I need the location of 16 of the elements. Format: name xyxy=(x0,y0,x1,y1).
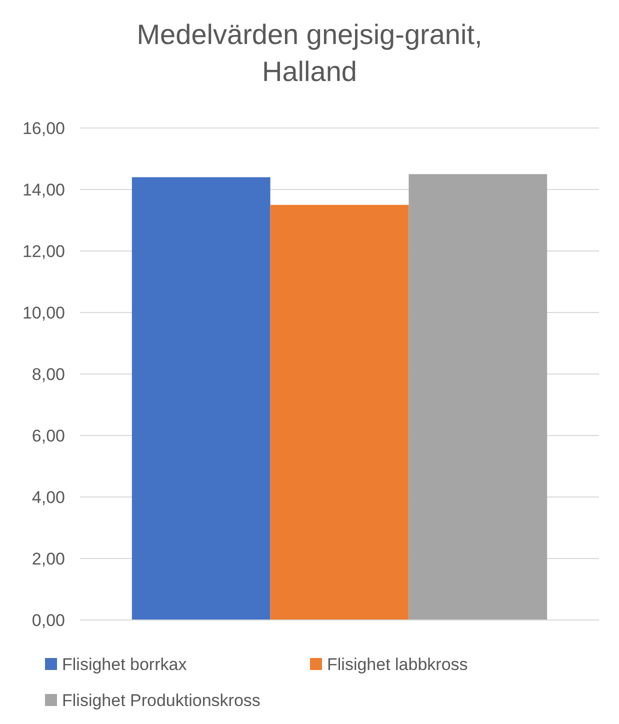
bar xyxy=(132,177,270,620)
y-tick-label: 8,00 xyxy=(32,364,65,384)
chart-title: Medelvärden gnejsig-granit, Halland xyxy=(136,19,482,87)
y-tick-label: 6,00 xyxy=(32,426,65,446)
y-tick-label: 14,00 xyxy=(22,180,65,200)
y-tick-label: 0,00 xyxy=(32,610,65,630)
y-tick-label: 4,00 xyxy=(32,488,65,507)
y-tick-label: 2,00 xyxy=(32,549,65,568)
legend-label: Flisighet labbkross xyxy=(327,654,468,674)
y-tick-label: 10,00 xyxy=(22,303,65,322)
legend-label: Flisighet Produktionskross xyxy=(62,690,260,710)
y-tick-label: 16,00 xyxy=(22,118,65,138)
y-tick-label: 12,00 xyxy=(22,242,65,261)
legend-label: Flisighet borrkax xyxy=(62,654,188,674)
bar xyxy=(408,174,548,620)
bar xyxy=(270,204,409,620)
